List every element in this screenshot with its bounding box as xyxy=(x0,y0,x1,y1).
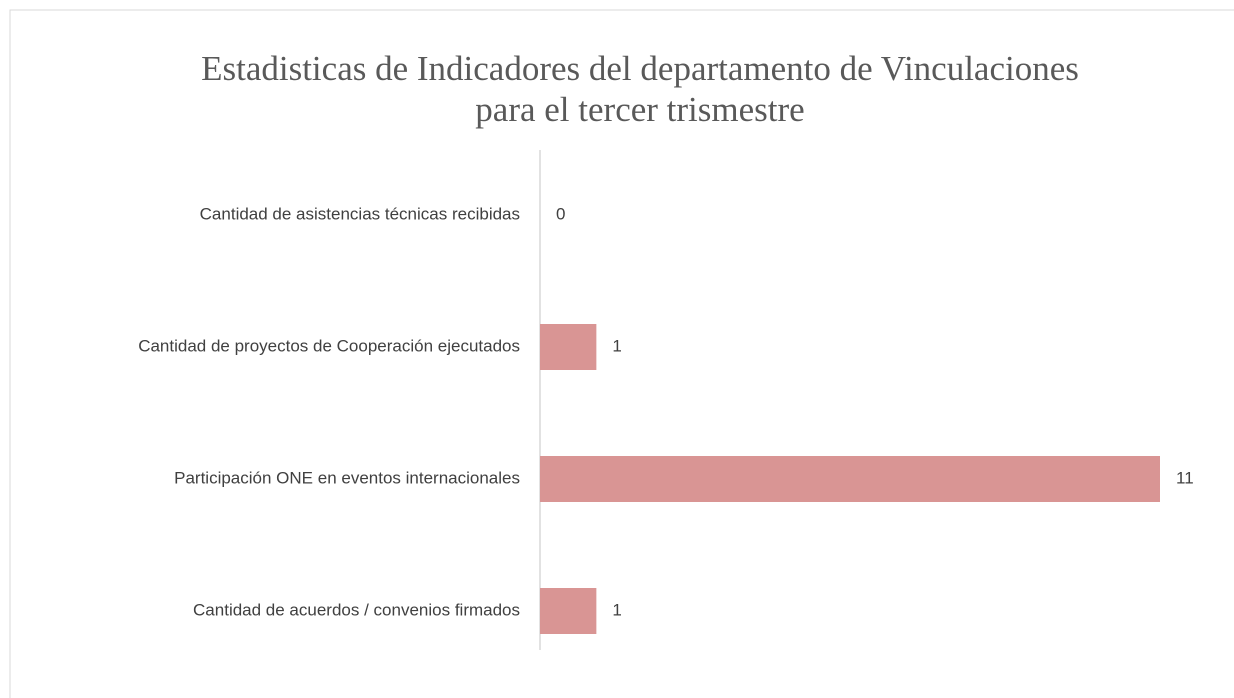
y-tick-label: Participación ONE en eventos internacion… xyxy=(174,468,520,487)
bar xyxy=(540,588,597,634)
data-label: 11 xyxy=(1176,468,1194,487)
chart-title: Estadisticas de Indicadores del departam… xyxy=(201,49,1079,88)
data-label: 1 xyxy=(612,336,621,355)
data-label: 1 xyxy=(612,600,621,619)
bar xyxy=(540,456,1160,502)
y-tick-label: Cantidad de asistencias técnicas recibid… xyxy=(200,204,520,223)
chart-title: para el tercer trismestre xyxy=(475,90,804,129)
data-label: 0 xyxy=(556,204,565,223)
y-tick-label: Cantidad de acuerdos / convenios firmado… xyxy=(193,600,520,619)
y-tick-label: Cantidad de proyectos de Cooperación eje… xyxy=(138,336,520,355)
chart-border xyxy=(9,9,1234,698)
bar xyxy=(540,324,597,370)
